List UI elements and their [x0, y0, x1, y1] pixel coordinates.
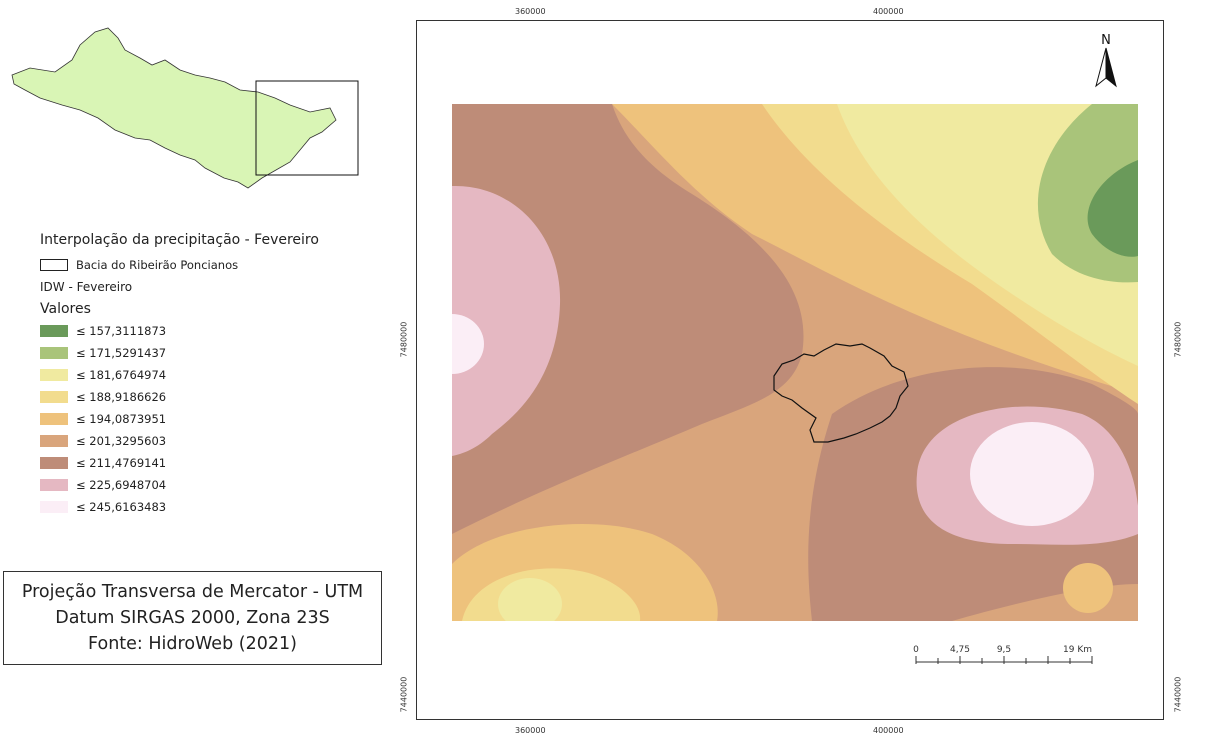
north-label: N [1101, 33, 1111, 48]
legend-class: ≤ 211,4769141 [40, 452, 370, 474]
scale-label: 4,75 [950, 645, 970, 655]
zone-226-west [452, 185, 561, 456]
north-arrow-left [1095, 47, 1107, 88]
zone-246-east [970, 422, 1094, 526]
basin-boundary [773, 343, 909, 443]
legend-class: ≤ 194,0873951 [40, 408, 370, 430]
scale-label: 9,5 [997, 645, 1011, 655]
legend-classes: ≤ 157,3111873 ≤ 171,5291437 ≤ 181,6764974 ≤… [40, 320, 370, 518]
locator-map [11, 27, 359, 189]
scale-labels: 0 4,75 9,5 19 Km [913, 645, 1092, 655]
legend-title: Interpolação da precipitação - Fevereiro [40, 232, 319, 248]
projection-line-3: Fonte: HidroWeb (2021) [88, 634, 297, 654]
basin-outline [11, 27, 337, 189]
zone-157 [1087, 160, 1138, 257]
grid-x-top-2: 400000 [873, 7, 904, 16]
legend-swatch [40, 457, 68, 469]
legend-class: ≤ 181,6764974 [40, 364, 370, 386]
legend-swatch [40, 479, 68, 491]
boundary-label: Bacia do Ribeirão Poncianos [76, 258, 239, 272]
projection-line-2: Datum SIRGAS 2000, Zona 23S [55, 608, 330, 628]
scale-bar: 0 4,75 9,5 19 Km [913, 645, 1093, 664]
zone-182-sw [498, 578, 562, 621]
legend-swatch [40, 435, 68, 447]
north-arrow-right [1105, 47, 1117, 88]
legend-class-label: ≤ 181,6764974 [76, 368, 167, 382]
legend-swatch [40, 501, 68, 513]
scale-label: 0 [913, 645, 919, 655]
grid-x-bottom-1: 360000 [515, 726, 546, 735]
legend-boundary: Bacia do Ribeirão Poncianos [40, 254, 370, 276]
zone-194-se [1063, 563, 1113, 613]
extent-box [255, 80, 359, 176]
precipitation-map [452, 104, 1138, 621]
grid-y-right-2: 7440000 [1173, 676, 1183, 713]
legend-class: ≤ 201,3295603 [40, 430, 370, 452]
legend-swatch [40, 391, 68, 403]
legend-class: ≤ 245,6163483 [40, 496, 370, 518]
legend-class: ≤ 157,3111873 [40, 320, 370, 342]
map-frame [416, 20, 1164, 720]
layer-label: IDW - Fevereiro [40, 280, 133, 294]
legend-class-label: ≤ 188,9186626 [76, 390, 167, 404]
values-label: Valores [40, 301, 91, 317]
scale-ticks [915, 656, 1093, 664]
scale-label: 19 Km [1063, 645, 1092, 655]
legend-swatch [40, 413, 68, 425]
legend-class-label: ≤ 245,6163483 [76, 500, 167, 514]
legend-class: ≤ 225,6948704 [40, 474, 370, 496]
legend-class-label: ≤ 211,4769141 [76, 456, 167, 470]
legend-class-label: ≤ 194,0873951 [76, 412, 167, 426]
grid-x-top-1: 360000 [515, 7, 546, 16]
legend-class-label: ≤ 225,6948704 [76, 478, 167, 492]
grid-y-left-1: 7480000 [399, 321, 409, 358]
legend-swatch [40, 369, 68, 381]
legend-class: ≤ 171,5291437 [40, 342, 370, 364]
legend-class-label: ≤ 201,3295603 [76, 434, 167, 448]
grid-y-right-1: 7480000 [1173, 321, 1183, 358]
legend-swatch [40, 347, 68, 359]
zone-211-west [452, 104, 804, 534]
grid-y-left-2: 7440000 [399, 676, 409, 713]
boundary-swatch [40, 259, 68, 271]
legend: Interpolação da precipitação - Fevereiro… [40, 232, 370, 518]
zone-246-west [452, 314, 484, 374]
projection-box: Projeção Transversa de Mercator - UTM Da… [3, 571, 382, 665]
legend-swatch [40, 325, 68, 337]
north-arrow-icon: N [1095, 33, 1117, 88]
grid-x-bottom-2: 400000 [873, 726, 904, 735]
legend-class-label: ≤ 157,3111873 [76, 324, 167, 338]
legend-class: ≤ 188,9186626 [40, 386, 370, 408]
projection-line-1: Projeção Transversa de Mercator - UTM [21, 582, 364, 602]
legend-class-label: ≤ 171,5291437 [76, 346, 167, 360]
